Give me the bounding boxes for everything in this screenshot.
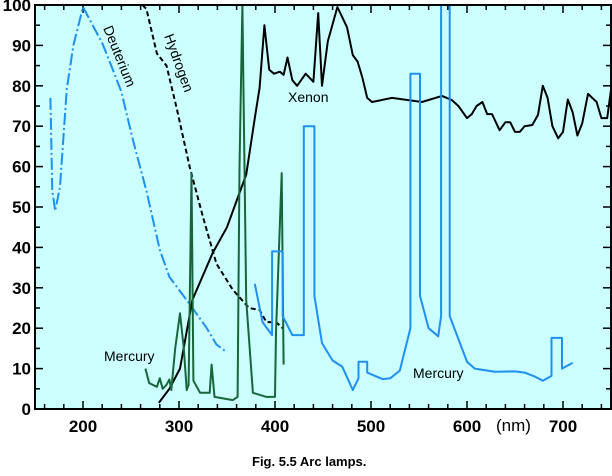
y-tick-labels: 0 10 20 30 40 50 60 70 80 90 100 [3, 0, 31, 419]
figure-caption: Fig. 5.5 Arc lamps. [252, 454, 366, 469]
y-tick-label: 30 [12, 279, 31, 298]
y-tick-label: 50 [12, 198, 31, 217]
annotation-mercury-green: Mercury [104, 348, 155, 364]
y-tick-label: 20 [12, 319, 31, 338]
x-tick-label: 400 [261, 417, 289, 436]
annotation-xenon: Xenon [288, 89, 328, 105]
plot-frame [34, 4, 612, 410]
y-tick-label: 90 [12, 36, 31, 55]
x-tick-labels: 200 300 400 500 600 700 [69, 417, 577, 436]
x-tick-label: 500 [357, 417, 385, 436]
x-tick-label: 700 [549, 417, 577, 436]
y-tick-label: 70 [12, 117, 31, 136]
y-tick-label: 100 [3, 0, 31, 15]
series-line-deuterium-0 [49, 6, 228, 354]
annotation-mercury-blue: Mercury [413, 365, 464, 381]
x-tick-label: 600 [453, 417, 481, 436]
series-line-mercury-3 [144, 4, 285, 402]
y-tick-label: 80 [12, 77, 31, 96]
series-lines [49, 4, 612, 404]
y-tick-label: 0 [22, 400, 31, 419]
x-axis-label: (nm) [496, 416, 531, 435]
x-tick-label: 200 [69, 417, 97, 436]
series-line-xenon-2 [158, 6, 612, 404]
x-tick-label: 300 [165, 417, 193, 436]
series-line-hydrogen-1 [141, 4, 284, 329]
series-line-mercury-4 [253, 4, 574, 391]
y-tick-label: 10 [12, 360, 31, 379]
y-tick-label: 40 [12, 238, 31, 257]
y-tick-label: 60 [12, 158, 31, 177]
